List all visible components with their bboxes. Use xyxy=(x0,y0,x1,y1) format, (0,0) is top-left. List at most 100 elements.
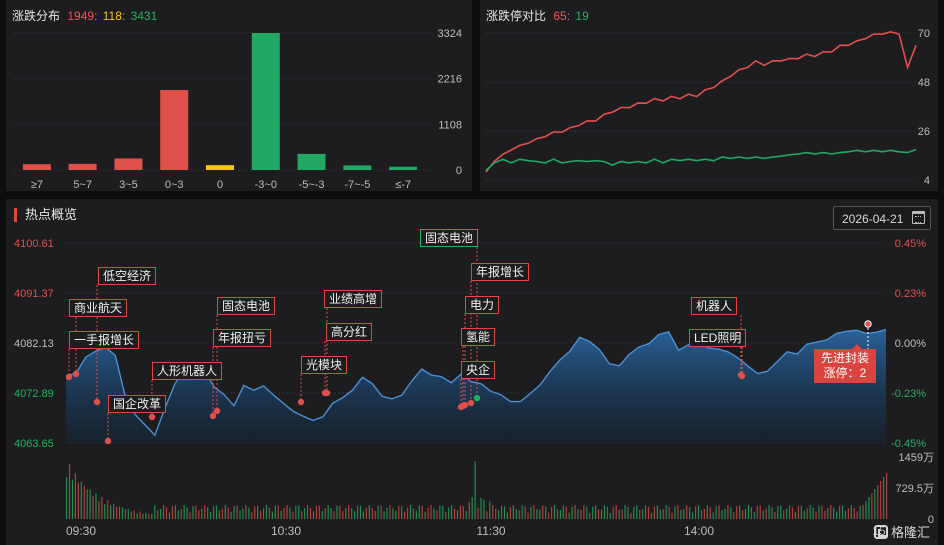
volume-bar xyxy=(184,505,185,519)
volume-bar xyxy=(669,507,670,519)
volume-bar xyxy=(845,511,846,519)
hot-tag[interactable]: 氢能 xyxy=(461,328,495,346)
volume-bar xyxy=(275,506,276,519)
volume-bar xyxy=(522,505,523,519)
x-tick-label: ≤-7 xyxy=(395,179,411,191)
hot-tag[interactable]: LED照明 xyxy=(689,329,746,347)
hot-tag[interactable]: 固态电池 xyxy=(420,229,478,247)
limit-ratio-panel: 涨跌停对比 65: 19 4 26 48 70 xyxy=(480,0,938,191)
hot-tag[interactable]: 机器人 xyxy=(691,297,737,315)
volume-bar xyxy=(554,505,555,519)
volume-bar xyxy=(228,507,229,519)
advanced-packaging-callout[interactable]: 先进封装 涨停：2 xyxy=(814,349,876,383)
volume-bar xyxy=(404,512,405,519)
volume-bar xyxy=(804,511,805,519)
volume-bar xyxy=(839,506,840,519)
hot-tag[interactable]: 年报增长 xyxy=(471,263,529,281)
volume-bar xyxy=(651,513,652,519)
volume-bar xyxy=(448,507,449,519)
volume-bar xyxy=(683,509,684,519)
bar xyxy=(206,165,234,170)
volume-bar xyxy=(865,501,866,519)
volume-bar xyxy=(436,511,437,519)
volume-bar xyxy=(137,513,138,519)
hot-tag[interactable]: 高分红 xyxy=(326,323,372,341)
volume-bar xyxy=(613,507,614,519)
volume-bar xyxy=(66,477,67,519)
volume-bar xyxy=(871,493,872,519)
volume-bar xyxy=(251,512,252,519)
volume-bar xyxy=(854,508,855,519)
y-tick-left: 4063.65 xyxy=(14,438,54,450)
volume-bar xyxy=(333,511,334,519)
hot-tag[interactable]: 央企 xyxy=(461,361,495,379)
volume-bar xyxy=(818,506,819,519)
y-tick-left: 4100.61 xyxy=(14,238,54,250)
volume-bar xyxy=(363,511,364,519)
volume-bar xyxy=(716,506,717,519)
volume-bar xyxy=(660,510,661,519)
y-tick-right: -0.45% xyxy=(891,438,926,450)
volume-bar xyxy=(148,514,149,519)
volume-bar xyxy=(372,508,373,519)
volume-bar xyxy=(198,510,199,519)
volume-bar xyxy=(560,510,561,519)
volume-bar xyxy=(495,509,496,519)
volume-bar xyxy=(566,507,567,519)
hot-tag[interactable]: 固态电池 xyxy=(217,297,275,315)
volume-bar xyxy=(192,506,193,519)
volume-bar xyxy=(551,507,552,519)
volume-bar xyxy=(572,507,573,519)
volume-bar xyxy=(210,512,211,519)
volume-bar xyxy=(810,505,811,519)
hot-tag[interactable]: 业绩高增 xyxy=(324,290,382,308)
volume-bar xyxy=(69,464,70,519)
volume-bar xyxy=(663,509,664,519)
hot-tag[interactable]: 商业航天 xyxy=(69,299,127,317)
x-tick-label: 11:30 xyxy=(476,524,505,538)
x-tick-label: 09:30 xyxy=(66,524,96,538)
volume-tick: 729.5万 xyxy=(895,483,934,495)
volume-bar xyxy=(607,507,608,519)
volume-bar xyxy=(451,505,452,519)
volume-bar xyxy=(428,508,429,519)
limit-down-line xyxy=(486,150,916,171)
volume-bar xyxy=(386,508,387,519)
volume-bar xyxy=(84,486,85,519)
volume-bar xyxy=(486,511,487,519)
volume-bar xyxy=(313,511,314,519)
volume-tick: 1459万 xyxy=(899,452,934,464)
callout-title: 先进封装 xyxy=(821,351,869,366)
volume-bar xyxy=(601,510,602,519)
tag-point xyxy=(105,438,111,444)
volume-bar xyxy=(536,509,537,519)
hot-tag[interactable]: 电力 xyxy=(465,296,499,314)
volume-bar xyxy=(142,514,143,519)
volume-bar xyxy=(604,505,605,519)
bar xyxy=(298,154,326,170)
hot-tag[interactable]: 国企改革 xyxy=(108,395,166,413)
tag-point xyxy=(210,413,216,419)
hot-tag[interactable]: 人形机器人 xyxy=(152,362,222,380)
volume-bar xyxy=(425,512,426,519)
volume-bar xyxy=(586,507,587,519)
volume-bar xyxy=(507,512,508,519)
volume-bar xyxy=(213,506,214,519)
volume-bar xyxy=(771,507,772,519)
volume-bar xyxy=(836,512,837,519)
y-tick-right: 0.00% xyxy=(895,338,926,350)
hot-tag[interactable]: 一手报增长 xyxy=(69,331,139,349)
volume-bar xyxy=(610,513,611,519)
volume-bar xyxy=(768,505,769,519)
volume-bar xyxy=(207,507,208,519)
volume-bar xyxy=(469,502,470,519)
volume-bar xyxy=(513,505,514,519)
volume-bar xyxy=(724,509,725,519)
volume-bar xyxy=(266,505,267,519)
volume-bar xyxy=(113,504,114,519)
hot-tag[interactable]: 光模块 xyxy=(301,356,347,374)
x-tick-label: 10:30 xyxy=(271,524,301,538)
hot-tag[interactable]: 年报扭亏 xyxy=(213,329,271,347)
hot-tag[interactable]: 低空经济 xyxy=(98,267,156,285)
volume-bar xyxy=(292,512,293,519)
